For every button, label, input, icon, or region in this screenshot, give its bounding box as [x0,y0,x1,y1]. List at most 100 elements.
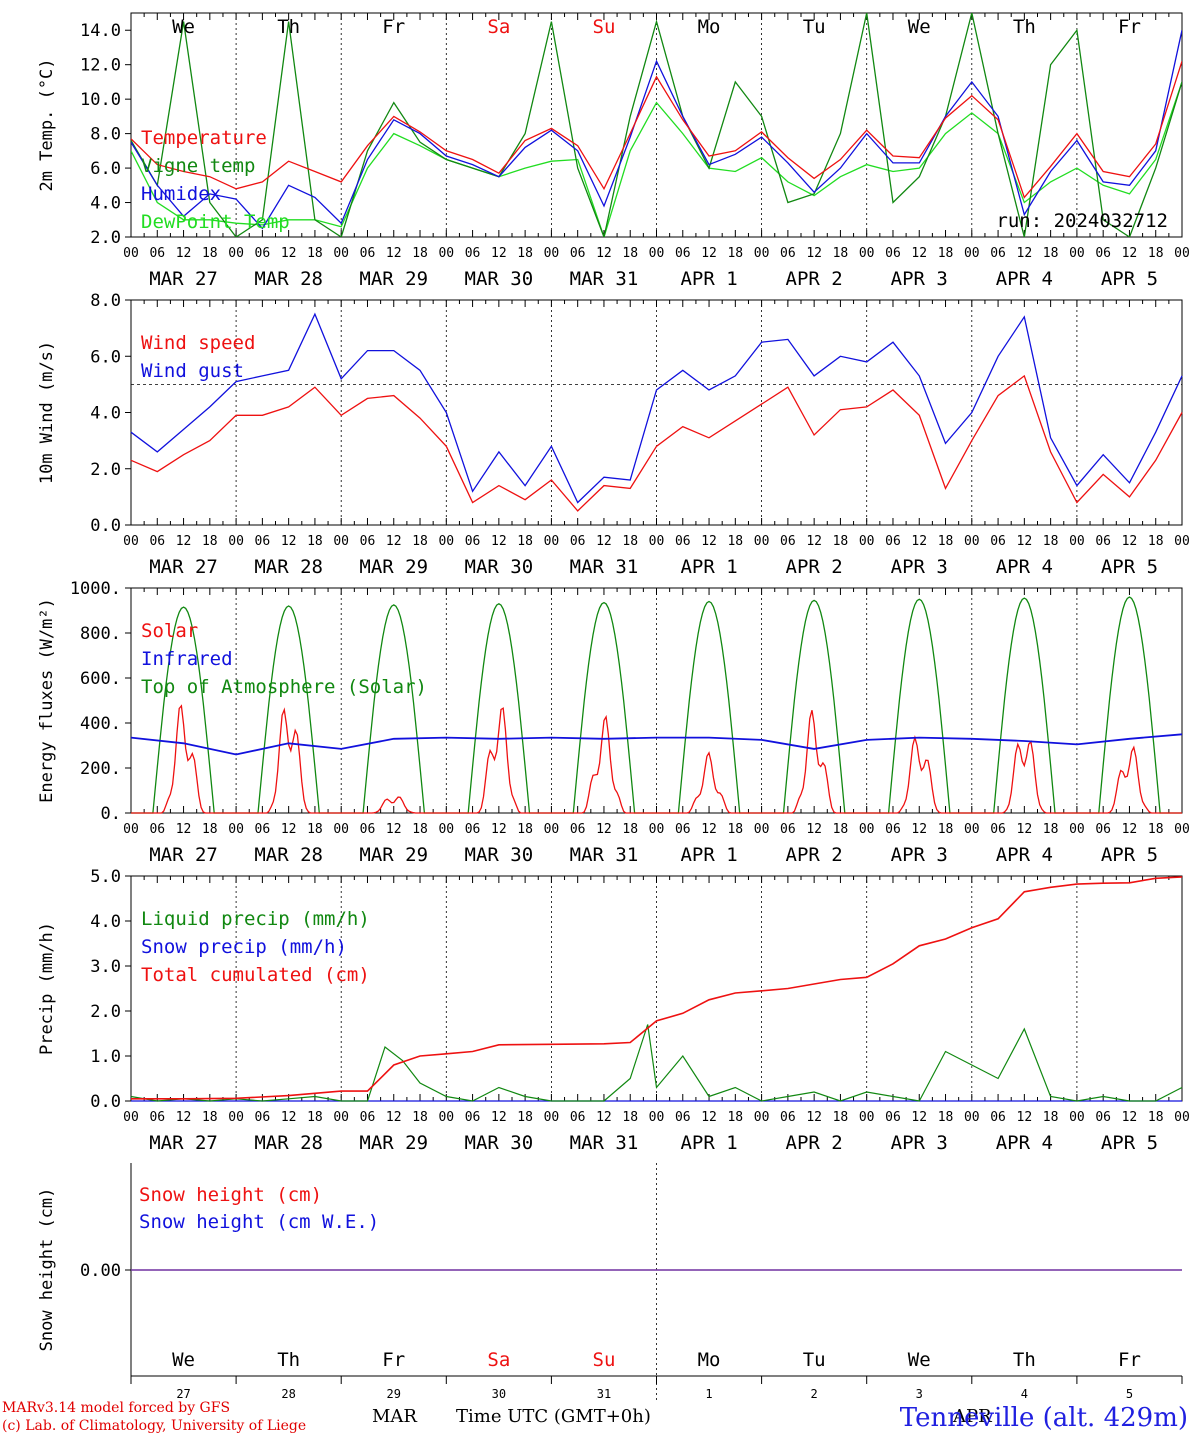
hour-tick-label: 00 [1174,822,1190,837]
hour-tick-label: 06 [465,246,481,261]
date-label: APR 5 [1101,1132,1158,1154]
hour-tick-label: 00 [228,1110,244,1125]
hour-tick-label: 12 [491,246,507,261]
hour-tick-label: 00 [1069,822,1085,837]
credit-line-2: (c) Lab. of Climatology, University of L… [2,1418,307,1434]
y-tick-label: 800. [80,624,121,644]
legend-entry: Snow height (cm W.E.) [139,1211,379,1233]
series-line [131,704,1182,814]
hour-tick-label: 00 [228,822,244,837]
hour-tick-label: 00 [544,534,560,549]
date-label: MAR 30 [465,1132,534,1154]
hour-tick-label: 06 [570,246,586,261]
hour-tick-label: 12 [281,822,297,837]
date-label: APR 3 [891,556,948,578]
hour-tick-label: 06 [360,246,376,261]
y-axis-title: Precip (mm/h) [37,922,57,1055]
hour-tick-label: 00 [964,534,980,549]
hour-tick-label: 12 [701,246,717,261]
series-line [130,374,1183,512]
hour-tick-label: 06 [360,822,376,837]
hour-tick-label: 18 [1043,822,1059,837]
date-label: APR 3 [891,844,948,866]
date-label: MAR 31 [570,556,639,578]
y-tick-label: 0.00 [80,1261,121,1281]
y-tick-label: 4.0 [90,404,121,424]
y-tick-label: 1.0 [90,1047,121,1067]
day-number: 31 [597,1387,611,1401]
day-number: 2 [811,1387,818,1401]
hour-tick-label: 18 [517,534,533,549]
hour-tick-label: 18 [727,246,743,261]
hour-tick-label: 18 [517,246,533,261]
hour-tick-label: 12 [596,246,612,261]
y-tick-label: 6.0 [90,159,121,179]
hour-tick-label: 18 [833,822,849,837]
y-tick-label: 2.0 [90,460,121,480]
date-label: APR 2 [786,268,843,290]
hour-tick-label: 18 [1148,534,1164,549]
hour-tick-label: 06 [149,246,165,261]
hour-tick-label: 06 [1095,246,1111,261]
hour-tick-label: 18 [412,534,428,549]
hour-tick-label: 00 [754,1110,770,1125]
hour-tick-label: 06 [780,1110,796,1125]
hour-tick-label: 18 [727,1110,743,1125]
hour-tick-label: 06 [675,1110,691,1125]
y-tick-label: 0.0 [90,1092,121,1112]
day-number: 4 [1021,1387,1028,1401]
y-tick-label: 0.0 [90,516,121,536]
hour-tick-label: 06 [780,246,796,261]
hour-tick-label: 00 [544,1110,560,1125]
date-label: APR 4 [996,268,1053,290]
hour-tick-label: 18 [938,1110,954,1125]
hour-tick-label: 00 [438,1110,454,1125]
hour-tick-label: 12 [491,534,507,549]
hour-tick-label: 00 [649,534,665,549]
hour-tick-label: 00 [754,246,770,261]
y-axis-title: 2m Temp. (°C) [37,58,57,191]
hour-tick-label: 18 [412,246,428,261]
date-label: MAR 29 [359,1132,428,1154]
hour-tick-label: 00 [438,246,454,261]
hour-tick-label: 06 [990,1110,1006,1125]
hour-tick-label: 12 [176,246,192,261]
day-name: Su [593,16,616,38]
y-tick-label: 14.0 [80,21,121,41]
series-line [130,312,1183,504]
legend-entry: Temperature [141,127,267,149]
date-label: MAR 27 [149,556,218,578]
hour-tick-label: 18 [1043,246,1059,261]
day-name: Fr [382,1349,405,1371]
hour-tick-label: 18 [1043,534,1059,549]
day-name: We [908,16,931,38]
date-label: APR 1 [680,556,737,578]
series-line [866,598,972,814]
day-name: Fr [382,16,405,38]
hour-tick-label: 12 [1122,246,1138,261]
day-name: Fr [1118,16,1141,38]
panel-3: 0. 200. 400. 600. 800. 1000. Energy fluxes (W/… [37,579,1190,866]
date-label: APR 5 [1101,268,1158,290]
hour-tick-label: 18 [412,822,428,837]
hour-tick-label: 06 [780,534,796,549]
hour-tick-label: 06 [149,1110,165,1125]
series-line [341,604,447,814]
hour-tick-label: 12 [806,246,822,261]
date-label: APR 4 [996,1132,1053,1154]
hour-tick-label: 18 [833,246,849,261]
series-line [656,600,762,814]
hour-tick-label: 12 [911,1110,927,1125]
hour-tick-label: 18 [1148,246,1164,261]
legend-entry: Top of Atmosphere (Solar) [141,676,427,698]
hour-tick-label: 12 [701,1110,717,1125]
hour-tick-label: 00 [1069,1110,1085,1125]
y-tick-label: 2.0 [90,228,121,248]
day-number: 29 [387,1387,401,1401]
date-label: APR 3 [891,268,948,290]
hour-tick-label: 12 [701,534,717,549]
hour-tick-label: 06 [1095,1110,1111,1125]
hour-tick-label: 12 [596,822,612,837]
hour-tick-label: 18 [938,534,954,549]
hour-tick-label: 12 [176,534,192,549]
